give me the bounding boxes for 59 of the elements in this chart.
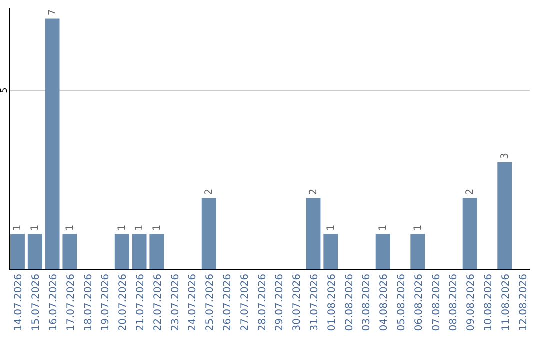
x-tick-label: 31.07.2026: [309, 274, 320, 332]
data-label: 1: [412, 224, 424, 232]
x-tick-label: 25.07.2026: [205, 274, 216, 332]
data-label: 1: [12, 224, 24, 232]
bar: [62, 234, 78, 270]
data-label: 2: [465, 188, 476, 196]
data-label: 2: [308, 188, 320, 196]
bar: [114, 234, 130, 270]
bar: [498, 162, 512, 270]
data-label: 1: [117, 224, 128, 232]
bar: [410, 234, 426, 270]
x-tick-label: 04.08.2026: [379, 274, 390, 332]
x-tick-label: 24.07.2026: [188, 274, 199, 332]
x-tick-label: 10.08.2026: [483, 274, 494, 332]
data-label: 1: [378, 224, 390, 232]
x-tick-label: 14.07.2026: [14, 274, 25, 332]
data-label: 1: [152, 224, 163, 232]
bar: [202, 198, 216, 270]
y-tick-label: 5: [0, 88, 10, 94]
bar: [306, 198, 321, 270]
bar: [132, 234, 147, 270]
x-tick-label: 11.08.2026: [500, 274, 512, 332]
x-tick-label: 22.07.2026: [152, 274, 164, 332]
x-tick-label: 28.07.2026: [257, 274, 268, 332]
bar: [462, 198, 478, 270]
x-tick-label: 27.07.2026: [240, 274, 251, 332]
x-tick-label: 20.07.2026: [118, 274, 130, 332]
x-tick-label: 01.08.2026: [326, 274, 338, 332]
x-tick-label: 02.08.2026: [344, 274, 356, 332]
x-tick-label: 19.07.2026: [100, 274, 112, 332]
bar: [150, 234, 164, 270]
x-tick-label: 21.07.2026: [136, 274, 147, 332]
bar: [376, 234, 390, 270]
x-tick-label: 16.07.2026: [48, 274, 60, 332]
x-tick-label: 30.07.2026: [292, 274, 304, 332]
x-tick-label: 06.08.2026: [414, 274, 425, 332]
data-label: 1: [64, 224, 76, 232]
data-label: 1: [134, 224, 146, 232]
data-label: 7: [48, 9, 59, 16]
x-tick-label: 29.07.2026: [274, 274, 286, 332]
x-tick-label: 26.07.2026: [222, 274, 234, 332]
data-label: 2: [204, 188, 216, 196]
x-tick-label: 18.07.2026: [83, 274, 94, 332]
x-tick-label: 17.07.2026: [66, 274, 77, 332]
x-tick-label: 12.08.2026: [518, 274, 530, 332]
x-tick-label: 23.07.2026: [170, 274, 182, 332]
x-tick-label: 03.08.2026: [362, 274, 373, 332]
bar: [45, 18, 60, 270]
bar: [28, 234, 42, 270]
bar: [10, 234, 25, 270]
data-label: 3: [500, 152, 511, 160]
x-tick-label: 15.07.2026: [31, 274, 42, 332]
x-tick-label: 07.08.2026: [431, 274, 442, 332]
x-tick-label: 08.08.2026: [448, 274, 460, 332]
x-tick-label: 05.08.2026: [396, 274, 408, 332]
x-tick-label: 09.08.2026: [466, 274, 478, 332]
data-label: 1: [30, 224, 42, 232]
data-label: 1: [326, 224, 337, 232]
bar: [324, 234, 338, 270]
